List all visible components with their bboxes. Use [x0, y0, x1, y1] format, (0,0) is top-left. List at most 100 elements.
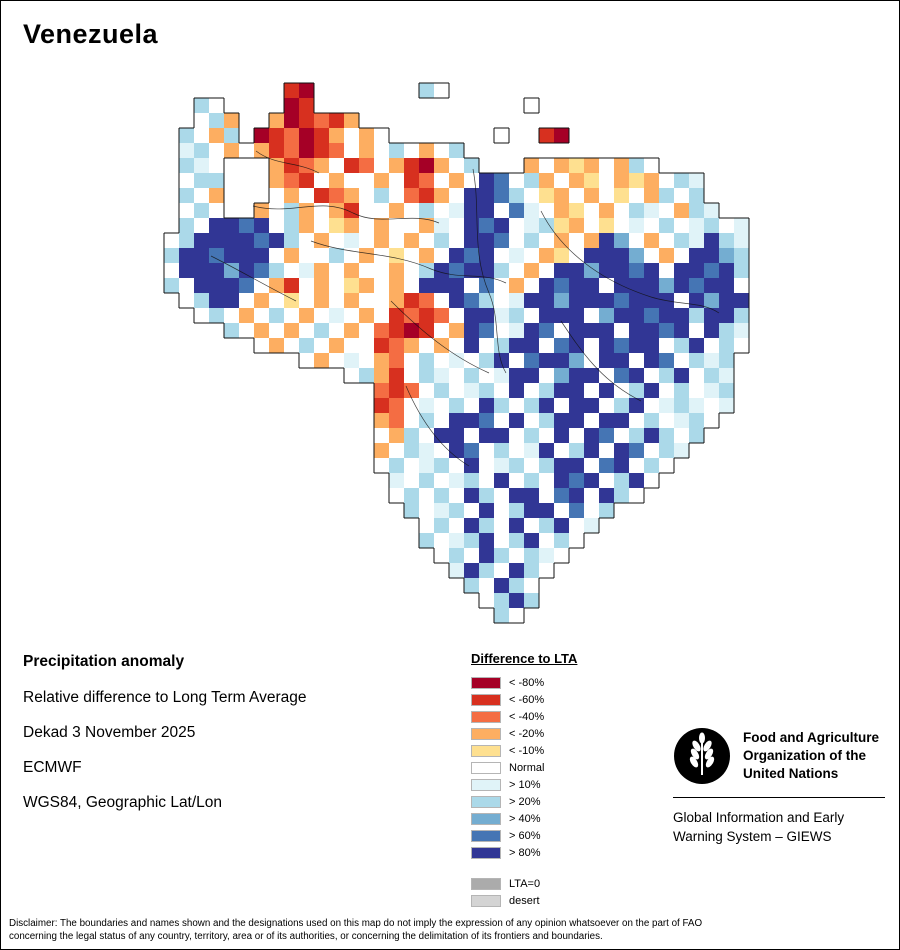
- legend-swatch: [471, 877, 501, 890]
- map-cell: [404, 368, 419, 383]
- map-cell: [194, 278, 209, 293]
- map-cell: [464, 158, 479, 173]
- map-cell: [659, 233, 674, 248]
- map-cell: [509, 278, 524, 293]
- map-cell: [584, 353, 599, 368]
- map-cell: [434, 533, 449, 548]
- map-cell: [719, 383, 734, 398]
- map-cell: [539, 248, 554, 263]
- map-cell: [554, 368, 569, 383]
- map-cell: [644, 233, 659, 248]
- map-cell: [644, 188, 659, 203]
- precipitation-anomaly-map: [163, 82, 750, 624]
- map-cell: [179, 158, 194, 173]
- map-cell: [434, 278, 449, 293]
- map-cell: [614, 263, 629, 278]
- map-cell: [479, 563, 494, 578]
- map-cell: [674, 308, 689, 323]
- legend-swatch: [471, 744, 501, 757]
- map-cell: [599, 368, 614, 383]
- map-cell: [704, 308, 719, 323]
- map-cell: [269, 143, 284, 158]
- map-cell: [284, 83, 299, 98]
- map-cell: [329, 158, 344, 173]
- map-cell: [404, 143, 419, 158]
- map-cell: [329, 248, 344, 263]
- map-cell: [269, 128, 284, 143]
- map-cell: [584, 338, 599, 353]
- map-cell: [554, 443, 569, 458]
- map-cell: [449, 413, 464, 428]
- map-cell: [599, 278, 614, 293]
- map-cell: [509, 338, 524, 353]
- country-outline: [163, 82, 750, 624]
- map-cell: [404, 278, 419, 293]
- map-cell: [584, 383, 599, 398]
- map-cell: [494, 443, 509, 458]
- map-cell: [344, 113, 359, 128]
- map-cell: [299, 173, 314, 188]
- map-cell: [509, 488, 524, 503]
- map-cell: [299, 218, 314, 233]
- map-cell: [704, 368, 719, 383]
- map-cell: [509, 518, 524, 533]
- map-cell: [629, 263, 644, 278]
- legend-item-label: < -80%: [509, 676, 545, 689]
- map-cell: [494, 368, 509, 383]
- map-cell: [539, 218, 554, 233]
- map-cell: [689, 398, 704, 413]
- map-cell: [689, 383, 704, 398]
- map-cell: [464, 263, 479, 278]
- map-cell: [554, 293, 569, 308]
- legend-title: Difference to LTA: [471, 651, 578, 666]
- map-cell: [269, 158, 284, 173]
- map-cell: [614, 173, 629, 188]
- map-cell: [464, 368, 479, 383]
- map-cell: [209, 113, 224, 128]
- map-cell: [734, 278, 749, 293]
- map-cell: [209, 128, 224, 143]
- legend-item-label: > 40%: [509, 812, 541, 825]
- map-cell: [329, 263, 344, 278]
- map-cell: [254, 263, 269, 278]
- map-cell: [479, 173, 494, 188]
- map-cell: [224, 248, 239, 263]
- map-cell: [614, 293, 629, 308]
- map-cell: [614, 488, 629, 503]
- map-cell: [554, 248, 569, 263]
- map-cell: [359, 368, 374, 383]
- map-cell: [179, 188, 194, 203]
- map-cell: [719, 293, 734, 308]
- map-cell: [599, 263, 614, 278]
- admin-boundaries: [210, 150, 720, 467]
- map-cell: [599, 488, 614, 503]
- map-cell: [524, 518, 539, 533]
- map-cell: [524, 548, 539, 563]
- map-cell: [374, 383, 389, 398]
- map-cell: [404, 413, 419, 428]
- map-cell: [644, 263, 659, 278]
- map-cell: [314, 323, 329, 338]
- map-cell: [719, 353, 734, 368]
- metadata-heading: Precipitation anomaly: [23, 653, 185, 670]
- map-cell: [584, 518, 599, 533]
- legend-swatch: [471, 727, 501, 740]
- map-cell: [449, 233, 464, 248]
- map-cell: [719, 308, 734, 323]
- map-cell: [464, 308, 479, 323]
- map-cell: [479, 263, 494, 278]
- map-cell: [344, 158, 359, 173]
- map-cell: [269, 218, 284, 233]
- map-cell: [509, 173, 524, 188]
- disclaimer-line-2: concerning the legal status of any count…: [9, 930, 603, 942]
- map-cell: [674, 218, 689, 233]
- map-cell: [434, 428, 449, 443]
- map-cell: [254, 203, 269, 218]
- map-cell: [629, 293, 644, 308]
- map-cell: [374, 353, 389, 368]
- map-cell: [674, 173, 689, 188]
- map-cell: [449, 533, 464, 548]
- map-cell: [494, 473, 509, 488]
- map-cell: [434, 353, 449, 368]
- map-cell: [359, 353, 374, 368]
